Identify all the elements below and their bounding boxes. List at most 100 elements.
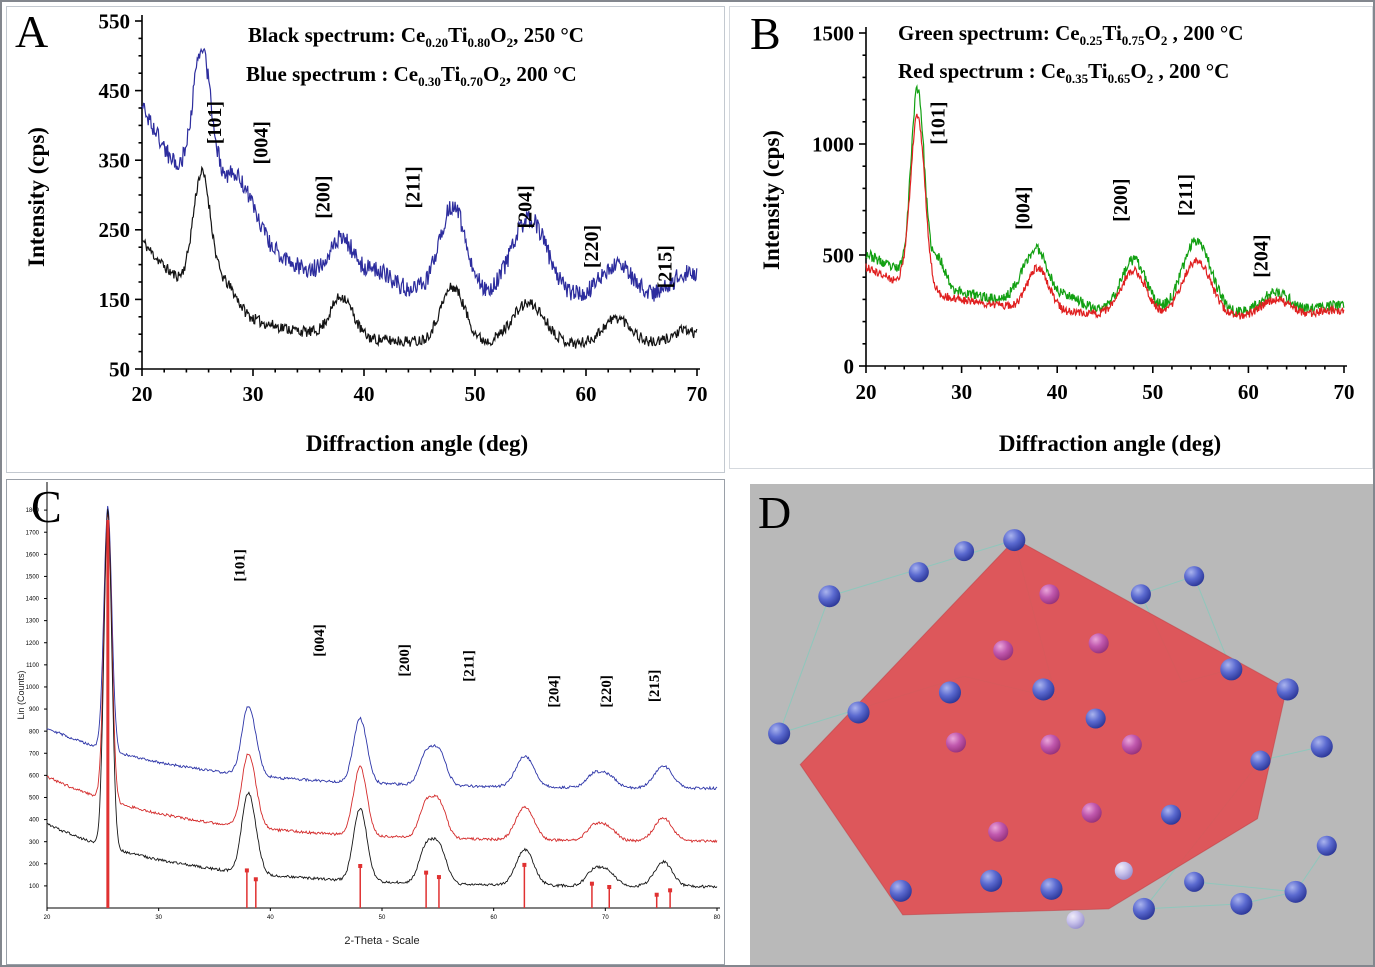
blue-atom [847,701,870,724]
spectrum-black-Ce020Ti080O2-250C [141,165,698,349]
svg-text:40: 40 [1047,380,1068,404]
svg-text:1800: 1800 [26,508,40,514]
svg-text:1100: 1100 [26,663,40,669]
pale-atom [1114,861,1133,880]
series-curves [141,47,698,349]
svg-text:350: 350 [99,149,131,173]
panel-b-annotation-green: Green spectrum: Ce0.25Ti0.75O2 , 200 °C [898,21,1244,49]
blue-atom [1276,678,1299,701]
svg-text:[200]: [200] [1110,179,1132,222]
panel-c-y-axis-title: Lin (Counts) [16,670,26,720]
svg-text:[200]: [200] [313,175,335,218]
panel-b-x-axis-title: Diffraction angle (deg) [998,431,1222,456]
svg-text:50: 50 [379,915,386,921]
panel-label-b: B [750,8,781,59]
blue-atom [1310,735,1333,758]
svg-text:150: 150 [99,288,131,312]
svg-text:500: 500 [29,796,40,802]
axis-group [859,27,1347,373]
spectrum-black-spectrum [46,509,718,889]
svg-text:60: 60 [490,915,497,921]
panel-label-a: A [15,6,49,57]
svg-text:60: 60 [576,382,597,406]
peak-hkl-labels: [101] [004] [200] [211] [204] [220] [215] [233,549,663,708]
svg-text:[220]: [220] [599,675,615,708]
series-curves [46,505,718,889]
svg-text:40: 40 [354,382,375,406]
magenta-atom [1088,633,1109,654]
panel-a-xrd-chart: 50 150 250 350 450 550 20 30 40 50 60 70 [101] [004][… [6,6,725,473]
svg-text:20: 20 [132,382,153,406]
svg-text:450: 450 [99,79,131,103]
svg-text:50: 50 [109,357,130,381]
panel-b-annotation-red: Red spectrum : Ce0.35Ti0.65O2 , 200 °C [898,59,1230,87]
tick-labels: 0 500 1000 1500 20 30 40 50 60 70 [812,21,1355,404]
pale-atom [1066,910,1085,929]
blue-atom [889,879,912,902]
svg-text:[101]: [101] [233,549,249,582]
blue-atom [1132,897,1155,920]
magenta-atom [1081,802,1102,823]
panel-c-xrd-software-chart: 100 200 300 400 500 600 700 800 900 1000 1100 1200 1… [6,479,725,965]
svg-text:1000: 1000 [26,685,40,691]
panel-d-crystal-structure: D [750,484,1373,965]
svg-text:70: 70 [602,915,609,921]
svg-text:30: 30 [155,915,162,921]
panel-a-annotation-blue: Blue spectrum : Ce0.30Ti0.70O2, 200 °C [246,62,577,90]
svg-text:1400: 1400 [26,597,40,603]
blue-atom [818,585,841,608]
svg-text:200: 200 [29,862,40,868]
svg-text:1500: 1500 [812,21,854,45]
svg-text:80: 80 [714,915,721,921]
magenta-atom [945,732,967,753]
peak-hkl-labels: [101] [004] [200] [211] [204] [927,101,1272,277]
svg-text:[204]: [204] [1251,234,1273,277]
svg-text:600: 600 [29,773,40,779]
svg-text:[004]: [004] [250,121,272,164]
svg-text:1500: 1500 [26,575,40,581]
svg-text:30: 30 [951,380,972,404]
svg-text:900: 900 [29,707,40,713]
panel-b-y-axis-title: Intensity (cps) [759,130,784,270]
blue-atom [1220,658,1243,681]
blue-atom [1032,678,1055,701]
spectrum-red-Ce035Ti065O2-200C [865,113,1345,320]
svg-text:50: 50 [1142,380,1163,404]
svg-text:[211]: [211] [1175,174,1197,216]
blue-atom [938,681,962,704]
svg-text:[211]: [211] [462,650,478,682]
svg-text:[211]: [211] [403,166,425,208]
peak-hkl-labels: [101] [004] [200] [211] [204] [220] [215] [204,101,677,288]
blue-atom [768,722,791,745]
svg-text:1700: 1700 [26,530,40,536]
svg-text:30: 30 [243,382,264,406]
blue-atom [1316,835,1337,856]
svg-text:[204]: [204] [515,185,537,228]
svg-text:1300: 1300 [26,619,40,625]
svg-text:20: 20 [856,380,877,404]
blue-atom [1230,892,1253,915]
svg-text:[215]: [215] [654,245,676,288]
axis-group [135,15,700,376]
spectrum-red-offset-spectrum [46,512,718,844]
blue-atom [1040,877,1063,900]
svg-text:20: 20 [44,915,51,921]
svg-text:300: 300 [29,840,40,846]
svg-text:[004]: [004] [1012,186,1034,229]
blue-atom [980,869,1003,892]
svg-text:[101]: [101] [204,101,226,144]
panel-a-y-axis-title: Intensity (cps) [24,127,49,267]
blue-atom [908,562,929,583]
svg-text:500: 500 [823,243,855,267]
blue-atom [1130,584,1151,605]
svg-text:400: 400 [29,818,40,824]
blue-atom [1250,750,1271,771]
blue-atom [953,541,975,562]
svg-text:1200: 1200 [26,641,40,647]
panel-a-annotation-black: Black spectrum: Ce0.20Ti0.80O2, 250 °C [248,23,584,51]
blue-atom [1160,804,1182,825]
axis-group [44,482,720,911]
svg-text:[101]: [101] [927,101,949,144]
svg-text:70: 70 [687,382,708,406]
